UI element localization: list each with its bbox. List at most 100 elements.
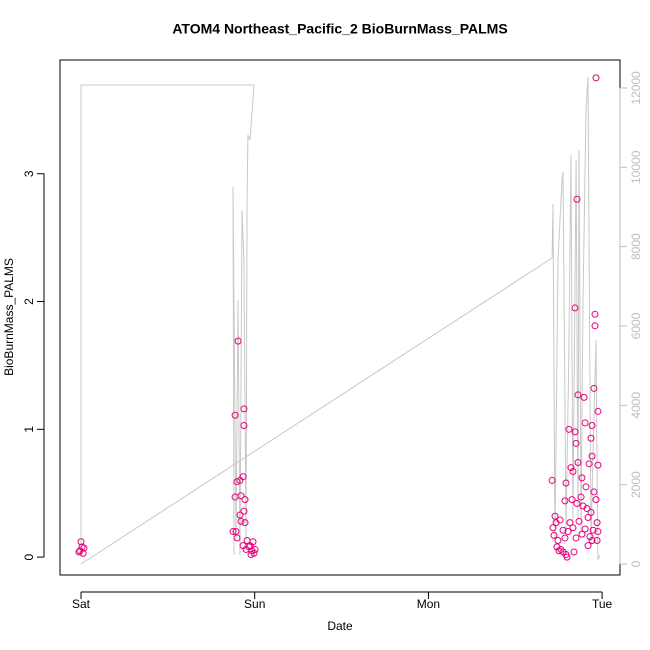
point [594, 461, 602, 469]
point [231, 493, 239, 501]
point [590, 384, 598, 392]
point [240, 421, 248, 429]
point [242, 545, 250, 553]
point [591, 322, 599, 330]
point [229, 528, 237, 536]
x-tick-label: Sat [72, 597, 91, 611]
point [75, 548, 83, 556]
point [574, 391, 582, 399]
point [569, 467, 577, 475]
point [593, 519, 601, 527]
point [588, 452, 596, 460]
point [561, 534, 569, 542]
point [594, 407, 602, 415]
point [78, 543, 86, 551]
point [237, 517, 245, 525]
line [80, 76, 601, 565]
point [251, 545, 259, 553]
point [80, 544, 88, 552]
point [563, 553, 571, 561]
point [233, 534, 241, 542]
point [578, 530, 586, 538]
y2-tick-label: 0 [629, 560, 643, 567]
y2-tick-label: 12000 [629, 71, 643, 105]
point [554, 536, 562, 544]
point [566, 519, 574, 527]
x-tick-label: Sun [244, 597, 265, 611]
point [577, 493, 585, 501]
point [575, 517, 583, 525]
point [587, 508, 595, 516]
point [582, 483, 590, 491]
plot-box [59, 59, 621, 576]
point [585, 460, 593, 468]
point [574, 459, 582, 467]
point [550, 531, 558, 539]
point [592, 74, 600, 82]
point [234, 337, 242, 345]
point [580, 393, 588, 401]
y2-tick-label: 4000 [629, 392, 643, 419]
point [231, 411, 239, 419]
point [564, 528, 572, 536]
point [584, 513, 592, 521]
point [565, 425, 573, 433]
point [562, 479, 570, 487]
point [548, 476, 556, 484]
point [572, 439, 580, 447]
point [241, 519, 249, 527]
point [561, 497, 569, 505]
y2-tick-label: 6000 [629, 312, 643, 339]
point [594, 528, 602, 536]
point [571, 428, 579, 436]
point [572, 534, 580, 542]
y2-tick-label: 8000 [629, 233, 643, 260]
y-tick-label: 0 [22, 553, 36, 560]
point [569, 524, 577, 532]
point [567, 464, 575, 472]
point [583, 505, 591, 513]
point [584, 542, 592, 550]
point [593, 536, 601, 544]
point [232, 528, 240, 536]
point [236, 511, 244, 519]
point [240, 507, 248, 515]
y-tick-label: 3 [22, 170, 36, 177]
point [79, 549, 87, 557]
point [581, 419, 589, 427]
point [77, 538, 85, 546]
point [568, 496, 576, 504]
point [236, 476, 244, 484]
point [551, 512, 559, 520]
point [581, 525, 589, 533]
point [549, 524, 557, 532]
y-tick-label: 1 [22, 426, 36, 433]
point [552, 519, 560, 527]
point [240, 405, 248, 413]
point [555, 547, 563, 555]
point [578, 474, 586, 482]
y2-tick-label: 2000 [629, 471, 643, 498]
point [588, 536, 596, 544]
point [590, 488, 598, 496]
y2-tick-label: 10000 [629, 150, 643, 184]
point [573, 195, 581, 203]
point [571, 304, 579, 312]
point [588, 421, 596, 429]
chart-title: ATOM4 Northeast_Pacific_2 BioBurnMass_PA… [172, 21, 507, 37]
y-tick-label: 2 [22, 298, 36, 305]
point [589, 526, 597, 534]
point [559, 526, 567, 534]
x-axis-title: Date [327, 619, 353, 633]
y-axis-title: BioBurnMass_PALMS [2, 258, 16, 376]
point [587, 434, 595, 442]
point [573, 499, 581, 507]
point [241, 496, 249, 504]
point [247, 551, 255, 559]
point [591, 310, 599, 318]
point [570, 548, 578, 556]
x-tick-label: Mon [417, 597, 440, 611]
point [246, 542, 254, 550]
